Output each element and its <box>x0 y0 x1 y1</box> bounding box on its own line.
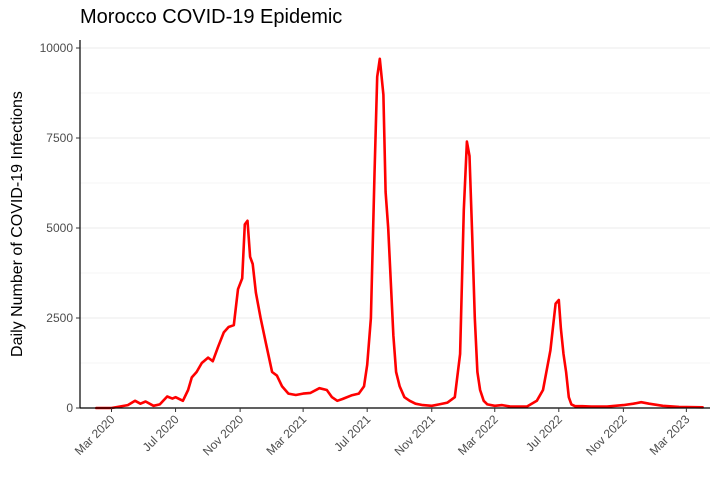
tick-labels: 0 2500 5000 7500 10000 Mar 2020 Jul 2020 Nov 20… <box>40 41 693 458</box>
x-tick-label: Mar 2020 <box>72 412 118 458</box>
y-tick-label: 5000 <box>46 221 73 235</box>
series-line-0 <box>95 57 704 410</box>
chart-title: Morocco COVID-19 Epidemic <box>80 6 343 28</box>
y-tick-label: 7500 <box>46 131 73 145</box>
y-tick-label: 0 <box>66 401 73 415</box>
series-layer <box>95 57 704 410</box>
x-tick-label: Nov 2020 <box>200 412 246 458</box>
x-tick-label: Mar 2022 <box>455 412 501 458</box>
y-tick-label: 10000 <box>40 41 74 55</box>
x-tick-label: Mar 2023 <box>647 412 693 458</box>
y-tick-label: 2500 <box>46 311 73 325</box>
x-tick-label: Jul 2022 <box>523 412 565 454</box>
x-tick-label: Nov 2021 <box>392 412 438 458</box>
axes <box>79 40 710 409</box>
x-tick-label: Jul 2020 <box>140 412 182 454</box>
x-tick-label: Mar 2021 <box>263 412 309 458</box>
y-axis-title: Daily Number of COVID-19 Infections <box>9 91 26 357</box>
x-tick-label: Jul 2021 <box>331 412 373 454</box>
x-tick-label: Nov 2022 <box>583 412 629 458</box>
